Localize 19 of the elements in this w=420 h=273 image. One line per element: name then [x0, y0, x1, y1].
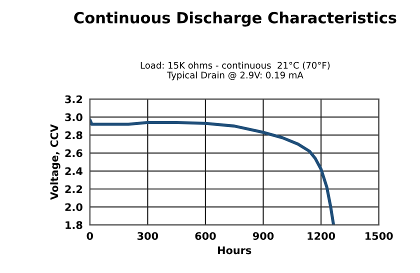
- y-tick-label: 3.0: [65, 113, 82, 122]
- x-tick-label: 900: [252, 232, 274, 240]
- y-tick-label: 2.6: [65, 149, 82, 158]
- x-tick-label: 0: [86, 232, 94, 240]
- x-tick-label: 300: [137, 232, 158, 240]
- x-axis-title: Hours: [218, 246, 252, 254]
- x-tick-label: 1500: [366, 232, 393, 240]
- line-series: [90, 118, 336, 225]
- chart-subtitle: Load: 15K ohms - continuous 21°C (70°F) Typical Drain @ 2.9V: 0.19 mA: [140, 62, 330, 80]
- y-tick-label: 2.0: [65, 203, 82, 212]
- y-tick-label: 1.8: [66, 221, 82, 230]
- y-axis-title: Voltage, CCV: [50, 124, 60, 200]
- y-tick-label: 2.2: [65, 185, 82, 193]
- y-tick-label: 2.8: [65, 131, 82, 140]
- chart-title: Continuous Discharge Characteristics: [74, 12, 396, 27]
- x-tick-label: 1200: [308, 232, 336, 240]
- y-tick-label: 3.2: [65, 95, 82, 104]
- x-tick-label: 600: [195, 232, 216, 240]
- y-tick-label: 2.4: [65, 167, 82, 175]
